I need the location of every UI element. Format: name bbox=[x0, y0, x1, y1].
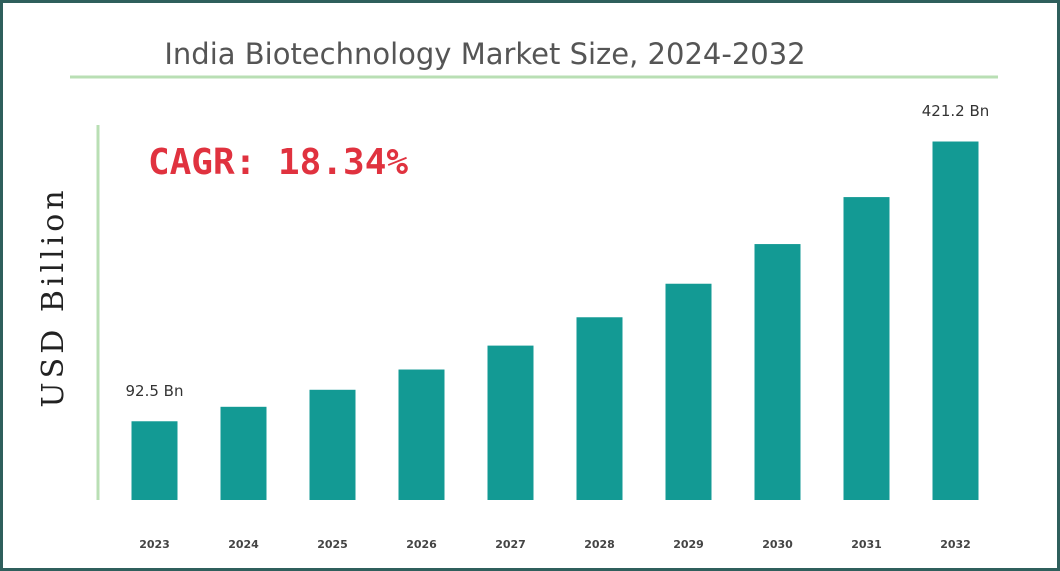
bar bbox=[843, 197, 890, 501]
bar bbox=[932, 141, 979, 500]
bar bbox=[754, 244, 801, 500]
x-tick-label: 2024 bbox=[228, 538, 259, 551]
x-tick-label: 2030 bbox=[762, 538, 793, 551]
value-label: 421.2 Bn bbox=[922, 102, 990, 120]
bar bbox=[220, 406, 267, 500]
x-tick-label: 2029 bbox=[673, 538, 704, 551]
y-axis-label: USD Billion bbox=[36, 186, 71, 407]
bar bbox=[309, 389, 356, 500]
bar bbox=[131, 421, 178, 500]
bar bbox=[398, 369, 445, 500]
bar bbox=[487, 345, 534, 500]
chart-title: India Biotechnology Market Size, 2024-20… bbox=[164, 37, 805, 71]
x-tick-label: 2028 bbox=[584, 538, 615, 551]
x-tick-label: 2025 bbox=[317, 538, 348, 551]
value-label: 92.5 Bn bbox=[126, 382, 184, 400]
x-tick-label: 2026 bbox=[406, 538, 437, 551]
x-tick-label: 2027 bbox=[495, 538, 526, 551]
x-tick-label: 2023 bbox=[139, 538, 170, 551]
cagr-annotation: CAGR: 18.34% bbox=[148, 142, 408, 183]
bar bbox=[576, 317, 623, 500]
x-tick-label: 2032 bbox=[940, 538, 971, 551]
x-tick-label: 2031 bbox=[851, 538, 882, 551]
bar bbox=[665, 283, 712, 500]
